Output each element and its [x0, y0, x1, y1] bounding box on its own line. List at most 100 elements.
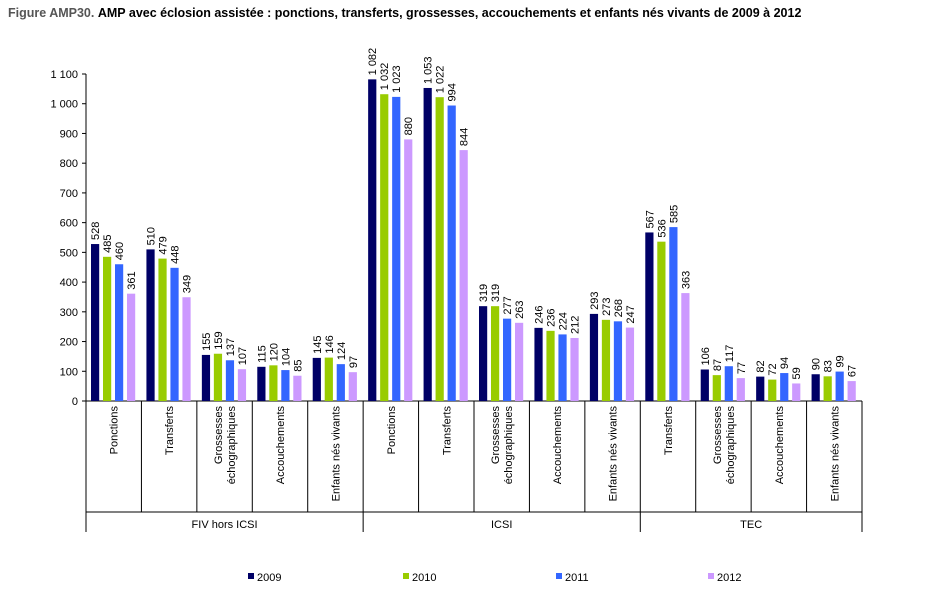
bar-2010 [491, 306, 500, 401]
legend-swatch-2012 [708, 573, 714, 579]
x-category-label: échographiques [226, 406, 238, 485]
data-label: 510 [146, 227, 158, 245]
bar-2011 [336, 364, 345, 401]
data-label: 224 [558, 312, 570, 330]
bar-2010 [546, 330, 555, 401]
bar-2010 [380, 94, 389, 402]
x-category-label: Ponctions [386, 406, 398, 455]
x-category-label: Transferts [164, 406, 176, 456]
data-label: 117 [724, 345, 736, 363]
bar-2012 [348, 372, 357, 401]
x-category-label: Enfants nés vivants [608, 406, 620, 502]
bar-2011 [613, 321, 623, 401]
y-tick-label: 500 [60, 247, 78, 259]
data-label: 106 [700, 347, 712, 365]
y-tick-label: 900 [60, 128, 78, 140]
data-label: 83 [823, 360, 835, 372]
data-label: 87 [712, 359, 724, 371]
data-label: 82 [755, 360, 767, 372]
bar-2012 [792, 383, 801, 401]
data-label: 448 [170, 245, 182, 263]
figure-title: AMP avec éclosion assistée : ponctions, … [97, 6, 802, 20]
x-category-label: échographiques [725, 406, 737, 485]
legend-label-2012: 2012 [717, 572, 741, 584]
x-group-label: ICSI [491, 519, 512, 531]
figure-number: Figure AMP30. [8, 6, 95, 20]
data-label: 97 [348, 356, 360, 368]
data-label: 1 022 [435, 66, 447, 94]
data-label: 72 [767, 363, 779, 375]
legend-swatch-2011 [556, 573, 562, 579]
bar-2009 [423, 87, 432, 402]
data-label: 124 [336, 342, 348, 360]
x-group-label: TEC [740, 519, 762, 531]
bar-2010 [324, 357, 333, 401]
bar-2009 [756, 376, 765, 401]
data-label: 59 [791, 367, 803, 379]
bar-2010 [601, 319, 611, 401]
x-category-label: échographiques [503, 406, 515, 485]
chart-title: Figure AMP30. AMP avec éclosion assistée… [8, 6, 801, 20]
y-tick-label: 100 [60, 366, 78, 378]
bar-2012 [127, 293, 136, 401]
x-category-label: Ponctions [109, 406, 121, 455]
data-label: 263 [514, 300, 526, 318]
bar-2011 [835, 371, 844, 401]
bar-2011 [170, 267, 179, 401]
data-label: 159 [213, 331, 225, 349]
legend-label-2010: 2010 [412, 572, 436, 584]
bar-2011 [724, 366, 733, 401]
data-label: 94 [779, 357, 791, 369]
bar-2010 [712, 375, 721, 401]
data-label: 567 [644, 210, 656, 228]
y-tick-label: 0 [72, 396, 78, 408]
data-label: 246 [534, 306, 546, 324]
x-category-label: Transferts [441, 406, 453, 456]
data-label: 994 [447, 83, 459, 101]
data-label: 293 [589, 292, 601, 310]
y-tick-label: 400 [60, 277, 78, 289]
data-label: 1 053 [423, 56, 435, 84]
x-category-label: Grossesses [213, 406, 225, 465]
bar-2012 [459, 150, 468, 401]
x-category-label: Enfants nés vivants [330, 406, 342, 502]
data-label: 67 [847, 365, 859, 377]
bar-2011 [780, 373, 789, 401]
bar-2012 [515, 322, 524, 401]
legend-swatch-2009 [248, 573, 254, 579]
data-label: 273 [601, 297, 613, 315]
data-label: 485 [102, 234, 114, 252]
bar-2009 [700, 369, 709, 401]
bar-2012 [237, 369, 247, 401]
x-category-label: Enfants nés vivants [829, 406, 841, 502]
bar-2010 [823, 376, 832, 401]
y-tick-label: 600 [60, 218, 78, 230]
y-tick-label: 700 [60, 188, 78, 200]
x-category-label: Accouchements [774, 406, 786, 485]
bar-2010 [657, 241, 666, 401]
y-tick-label: 300 [60, 307, 78, 319]
bar-2009 [811, 374, 820, 401]
data-label: 212 [570, 316, 582, 334]
bar-2011 [281, 370, 290, 401]
bar-2011 [115, 264, 124, 401]
legend-label-2011: 2011 [565, 572, 589, 584]
data-label: 361 [126, 271, 138, 289]
data-label: 146 [324, 335, 336, 353]
bar-2011 [447, 105, 456, 401]
x-category-label: Accouchements [275, 406, 287, 485]
bar-2012 [293, 375, 302, 401]
data-label: 137 [225, 338, 237, 356]
data-label: 90 [811, 358, 823, 370]
data-label: 107 [237, 347, 249, 365]
data-label: 319 [478, 284, 490, 302]
data-label: 528 [90, 222, 102, 240]
data-label: 236 [546, 308, 558, 326]
x-category-label: Grossesses [490, 406, 502, 465]
data-label: 99 [835, 355, 847, 367]
bar-2009 [91, 244, 100, 401]
bar-2012 [736, 378, 745, 401]
bar-2011 [225, 360, 235, 401]
bar-2012 [404, 139, 413, 401]
